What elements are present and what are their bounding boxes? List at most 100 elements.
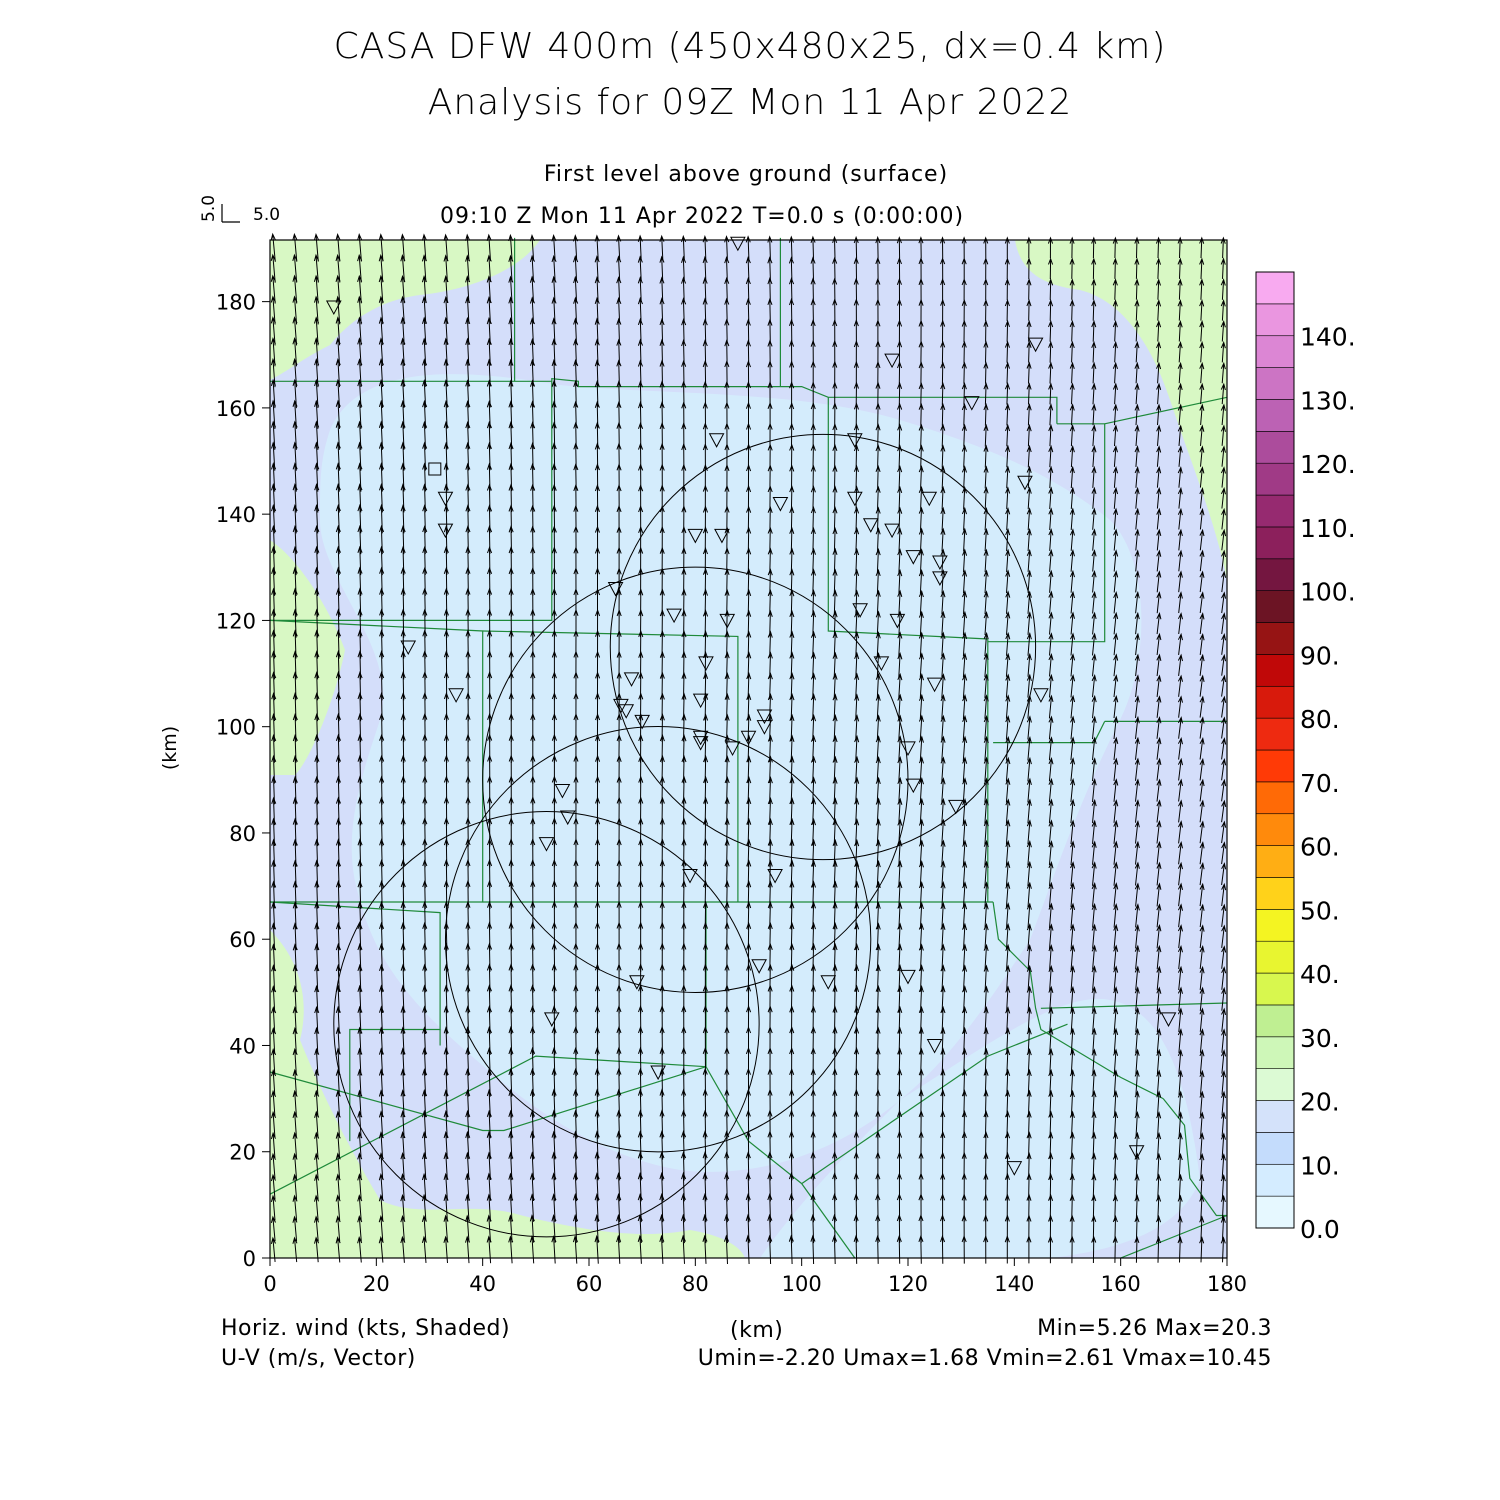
wind-vector xyxy=(918,465,924,489)
county-line xyxy=(992,901,1164,1100)
wind-vector xyxy=(1177,612,1183,635)
wind-vector xyxy=(1156,340,1162,363)
wind-vector xyxy=(962,756,968,782)
wind-vector xyxy=(1004,319,1010,342)
wind-vector xyxy=(961,277,967,301)
wind-vector xyxy=(357,233,363,262)
county-line xyxy=(1120,1214,1228,1259)
wind-vector xyxy=(422,441,428,471)
wind-vector xyxy=(983,257,989,280)
wind-vector xyxy=(918,548,924,573)
wind-vector xyxy=(681,297,687,323)
wind-vector xyxy=(983,382,989,405)
wind-vector xyxy=(270,232,276,262)
colorbar-swatch xyxy=(1255,1100,1295,1133)
wind-vector xyxy=(767,880,773,909)
wind-vector xyxy=(940,236,946,259)
wind-vector xyxy=(637,1172,643,1202)
wind-vector xyxy=(1177,549,1183,572)
wind-vector xyxy=(1220,487,1226,509)
wind-vector xyxy=(357,775,363,805)
wind-vector xyxy=(1199,278,1205,300)
wind-vector xyxy=(918,236,924,259)
wind-vector xyxy=(810,817,816,846)
wind-vector xyxy=(724,713,730,742)
wind-vector xyxy=(637,296,643,323)
wind-vector xyxy=(832,942,838,972)
wind-vector xyxy=(1005,673,1011,698)
wind-vector xyxy=(465,400,471,429)
wind-vector xyxy=(1134,1110,1140,1138)
wind-vector xyxy=(1177,570,1183,593)
wind-vector xyxy=(335,775,341,805)
wind-vector xyxy=(875,610,881,636)
wind-vector xyxy=(1156,653,1162,677)
wind-vector xyxy=(335,859,341,888)
wind-vector xyxy=(1113,840,1119,865)
wind-vector xyxy=(443,462,449,492)
wind-vector xyxy=(1134,1173,1140,1200)
wind-vector xyxy=(508,441,514,471)
wind-vector xyxy=(1112,382,1118,405)
wind-vector xyxy=(400,524,406,555)
wind-vector xyxy=(1221,612,1227,634)
colorbar-swatch xyxy=(1255,590,1295,623)
wind-vector xyxy=(746,838,752,867)
wind-vector xyxy=(1091,798,1097,823)
wind-vector xyxy=(918,735,924,762)
wind-vector xyxy=(918,506,924,531)
wind-vector xyxy=(1091,382,1097,405)
wind-vector xyxy=(314,775,320,805)
wind-vector xyxy=(789,817,795,846)
vector-key: 5.0 5.0 xyxy=(199,195,280,225)
wind-vector xyxy=(983,298,989,322)
wind-vector xyxy=(832,589,838,616)
station-triangle xyxy=(926,1038,943,1054)
wind-vector xyxy=(1221,653,1227,676)
wind-vector xyxy=(1048,361,1054,384)
wind-vector xyxy=(767,713,773,742)
colorbar-label: 130. xyxy=(1300,386,1356,415)
wind-vector xyxy=(1005,1110,1011,1138)
x-tick-label: 60 xyxy=(576,1272,603,1296)
wind-vector xyxy=(1113,902,1119,928)
wind-vector xyxy=(1113,549,1119,572)
wind-vector xyxy=(745,1192,751,1223)
wind-vector xyxy=(1134,257,1140,279)
wind-vector xyxy=(270,253,276,283)
wind-vector xyxy=(1221,882,1227,907)
wind-vector xyxy=(962,569,968,594)
wind-vector xyxy=(551,421,557,450)
wind-vector xyxy=(1221,862,1227,886)
wind-vector xyxy=(551,358,557,387)
wind-vector xyxy=(1091,1006,1097,1033)
plot-frame xyxy=(269,239,1228,1259)
wind-vector xyxy=(465,420,471,450)
station-triangle xyxy=(926,677,943,693)
wind-vector xyxy=(1156,632,1162,656)
wind-vector xyxy=(465,1026,471,1056)
wind-vector xyxy=(788,1234,794,1265)
wind-vector xyxy=(1048,694,1054,719)
wind-vector xyxy=(1026,840,1032,866)
wind-vector xyxy=(616,1109,622,1139)
wind-vector xyxy=(1112,299,1118,321)
wind-vector xyxy=(1112,1194,1118,1222)
wind-vector xyxy=(1069,1172,1075,1201)
wind-vector xyxy=(1048,528,1054,551)
wind-vector xyxy=(594,338,600,366)
wind-vector xyxy=(724,817,730,847)
colorbar-swatch xyxy=(1255,1004,1295,1038)
wind-vector xyxy=(1048,465,1054,489)
wind-vector xyxy=(508,1025,514,1056)
y-tick-label: 0 xyxy=(243,1247,256,1271)
wind-vector xyxy=(1199,236,1205,259)
wind-vector xyxy=(551,1130,557,1160)
wind-vector xyxy=(1134,1090,1140,1117)
wind-vector xyxy=(1199,257,1205,279)
wind-vector xyxy=(1026,340,1032,363)
wind-vector xyxy=(746,713,752,742)
station-triangle xyxy=(884,353,900,369)
station-triangle xyxy=(650,1065,666,1081)
wind-vector xyxy=(1177,1132,1183,1158)
